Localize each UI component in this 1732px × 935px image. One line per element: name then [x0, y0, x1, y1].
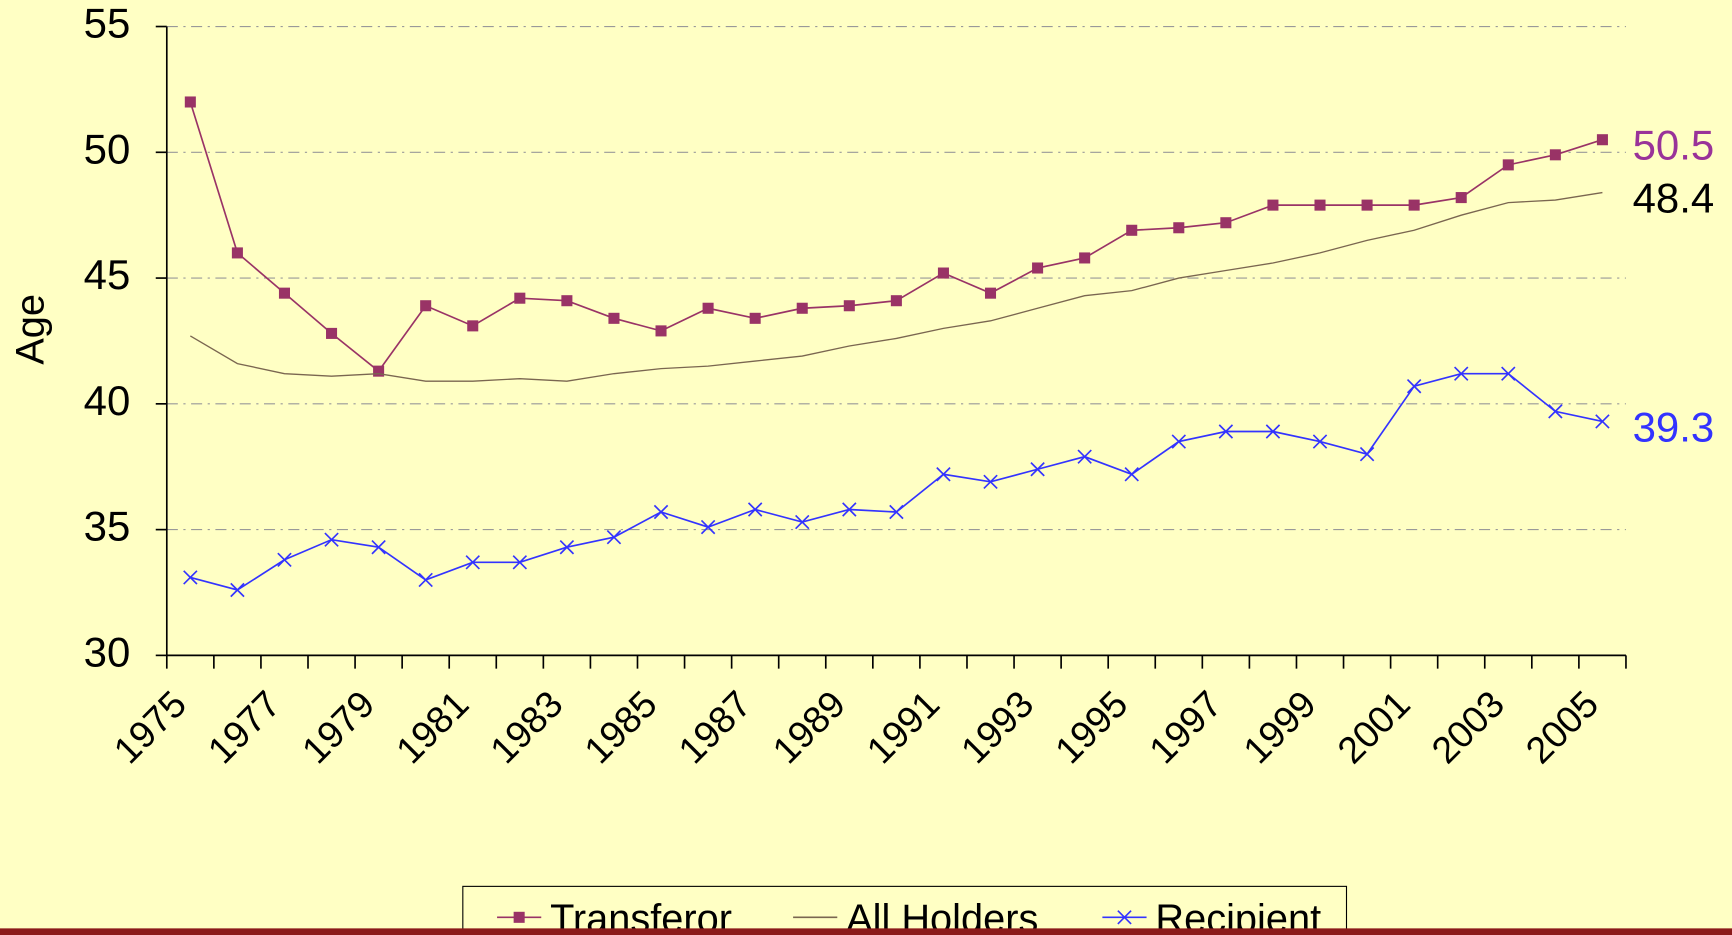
point [843, 300, 855, 312]
end-label: 48.4 [1633, 174, 1715, 221]
legend-marker [1117, 910, 1132, 925]
point [1549, 149, 1561, 161]
point [1408, 199, 1420, 211]
point [1265, 424, 1281, 439]
point [606, 529, 622, 545]
point [1267, 199, 1279, 211]
point [1596, 134, 1608, 146]
point [230, 582, 245, 598]
point [1124, 467, 1139, 482]
point [702, 302, 714, 314]
end-label: 50.5 [1633, 122, 1715, 169]
point [655, 325, 667, 337]
point [512, 555, 528, 570]
point [373, 365, 385, 377]
point [1079, 252, 1091, 264]
point [326, 327, 338, 339]
point [984, 287, 997, 299]
point [183, 570, 198, 585]
point [1501, 366, 1516, 381]
point [937, 267, 949, 279]
legend-box [462, 885, 1348, 935]
point [1077, 449, 1092, 464]
point [1312, 434, 1328, 449]
point [467, 320, 479, 332]
point [1359, 446, 1375, 462]
point [749, 312, 761, 324]
end-label: 39.3 [1633, 403, 1715, 450]
point [936, 467, 951, 482]
y-tick-label: 50 [84, 125, 131, 172]
y-tick-label: 45 [84, 251, 131, 298]
point [514, 292, 526, 304]
point [1361, 199, 1373, 211]
point [983, 474, 998, 490]
point [1548, 404, 1563, 419]
point [559, 540, 575, 555]
y-tick-label: 30 [84, 628, 131, 675]
point [1220, 217, 1232, 229]
point [371, 540, 386, 555]
point [653, 504, 669, 520]
point [277, 552, 292, 568]
point [795, 514, 810, 530]
point [561, 295, 573, 307]
point [890, 295, 902, 307]
point [1032, 262, 1044, 274]
point [796, 302, 808, 314]
point [700, 519, 716, 535]
point [1218, 424, 1234, 439]
point [465, 555, 480, 570]
point [1173, 222, 1185, 234]
point [1595, 414, 1610, 429]
point [1126, 224, 1138, 236]
point [1171, 434, 1187, 449]
point [842, 502, 857, 517]
legend-marker [513, 911, 525, 923]
y-axis-label: Age [9, 294, 53, 365]
point [608, 312, 620, 324]
bottom-bar [0, 928, 1732, 935]
point [324, 532, 339, 547]
point [1502, 159, 1514, 171]
point [1455, 192, 1467, 204]
point [1406, 379, 1422, 394]
point [418, 572, 433, 588]
point [184, 96, 196, 108]
series-line [189, 191, 1603, 382]
point [1030, 462, 1045, 477]
point [889, 504, 904, 520]
point [1314, 199, 1326, 211]
point [747, 502, 763, 517]
point [420, 300, 432, 312]
y-tick-label: 35 [84, 503, 131, 550]
point [1453, 366, 1469, 381]
y-tick-label: 40 [84, 377, 131, 424]
y-tick-label: 55 [84, 0, 131, 47]
point [231, 247, 243, 259]
point [278, 287, 290, 299]
